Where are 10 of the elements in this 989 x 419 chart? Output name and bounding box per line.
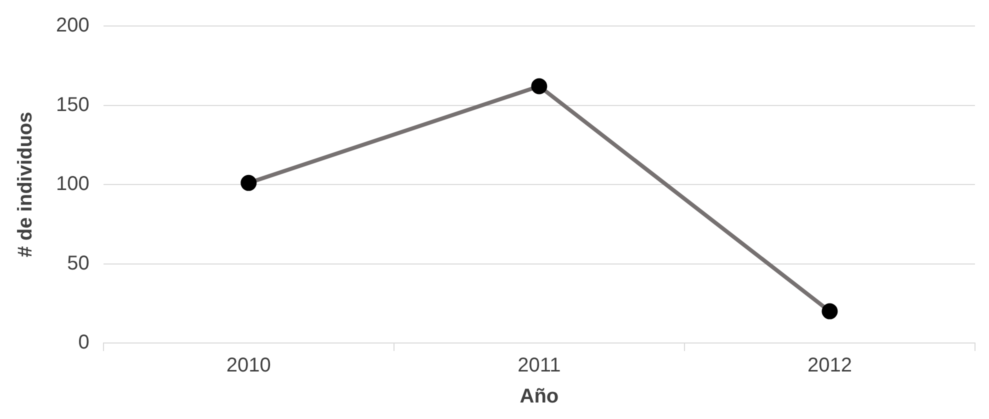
y-tick-label: 100 bbox=[56, 173, 90, 196]
y-axis-title: # de individuos bbox=[14, 112, 37, 258]
x-tick-label: 2012 bbox=[807, 354, 852, 377]
x-axis-title: Año bbox=[520, 386, 559, 408]
y-tick-label: 150 bbox=[56, 94, 90, 116]
x-tick-label: 2011 bbox=[518, 354, 561, 377]
x-tick-label: 2010 bbox=[226, 354, 271, 377]
y-tick-label: 200 bbox=[56, 14, 90, 37]
y-tick-label: 0 bbox=[78, 332, 90, 354]
y-tick-label: 50 bbox=[67, 252, 90, 274]
